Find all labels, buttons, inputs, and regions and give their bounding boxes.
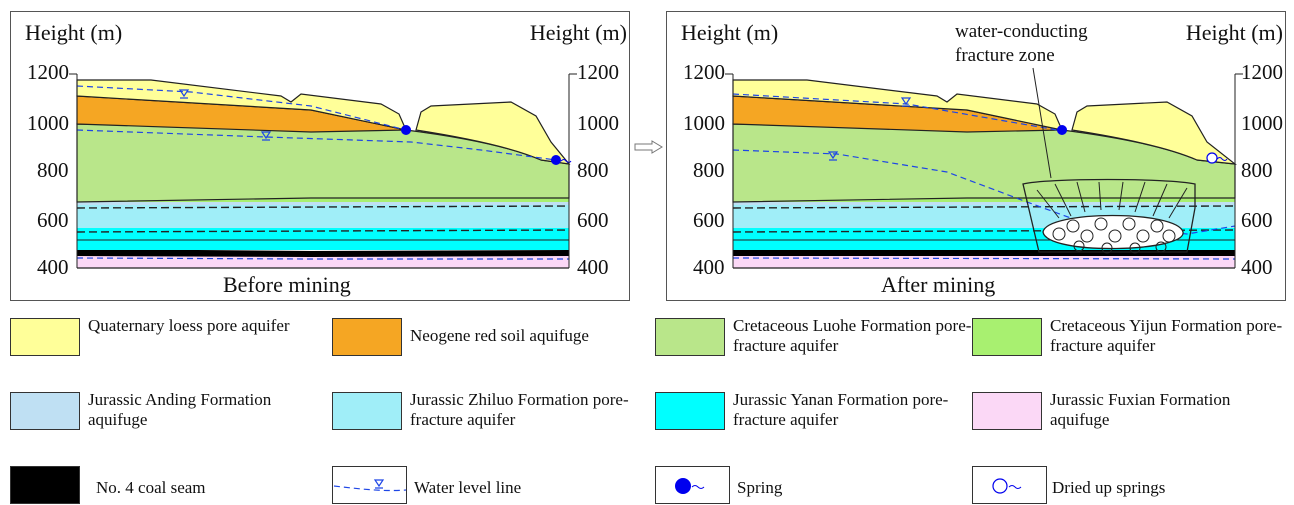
tick-label: 1000 [577,111,619,135]
legend-swatch-neogene [332,318,402,356]
tick-label: 400 [577,255,609,279]
legend-swatch-yanan [655,392,725,430]
legend-swatch-luohe [655,318,725,356]
fracture-zone-annotation-line2: fracture zone [955,45,1055,66]
legend-swatch-coal [10,466,80,504]
legend-label: Jurassic Yanan Formation pore-fracture a… [733,390,949,429]
legend-label: Jurassic Fuxian Formation aquifuge [1050,390,1231,429]
legend-swatch-fuxian [972,392,1042,430]
spring-icon [551,155,561,165]
tick-label: 400 [693,255,725,279]
tick-label: 600 [1241,208,1273,232]
transition-arrow-icon [634,140,663,154]
y-axis-left-title: Height (m) [681,20,779,45]
water-level-symbol [178,89,190,99]
tick-label: 800 [693,158,725,182]
legend-swatch-yijun [972,318,1042,356]
tick-label: 400 [1241,255,1273,279]
tick-label: 800 [37,158,69,182]
zhiluo-layer [77,205,569,228]
tick-label: 1000 [683,111,725,135]
water-level-icon [332,466,407,504]
legend-label: Cretaceous Luohe Formation pore-fracture… [733,316,972,355]
water-level-line-lower [76,129,557,161]
legend-swatch-anding [10,392,80,430]
tick-label: 600 [37,208,69,232]
legend-label: Jurassic Zhiluo Formation pore-fracture … [410,390,629,429]
after-mining-panel: Height (m) Height (m) water-conducting f… [666,11,1286,301]
tick-label: 1200 [1241,60,1283,84]
after-mining-cross-section [725,67,1243,269]
before-mining-cross-section [69,73,577,269]
water-level-symbol [260,131,272,141]
legend-label: Spring [737,478,783,497]
coal-seam-layer [77,249,569,257]
loess-layer [76,79,408,131]
panel-caption: Before mining [223,272,351,297]
y-axis-left-title: Height (m) [25,20,123,45]
legend-label: Dried up springs [1052,478,1166,497]
legend-label: No. 4 coal seam [96,478,206,497]
legend-label: Water level line [414,478,522,497]
tick-label: 1200 [577,60,619,84]
tick-label: 600 [577,208,609,232]
before-mining-panel: Height (m) Height (m) 1200 1000 800 600 … [10,11,630,301]
tick-label: 1200 [683,60,725,84]
tick-label: 800 [577,158,609,182]
water-level-line-upper [76,85,407,131]
legend-swatch-loess [10,318,80,356]
tick-label: 1000 [27,111,69,135]
spring-icon [401,125,411,135]
tick-label: 1200 [27,60,69,84]
panel-caption: After mining [881,272,996,297]
legend-swatch-zhiluo [332,392,402,430]
y-axis-right-title: Height (m) [529,20,627,45]
legend-label: Neogene red soil aquifuge [410,326,589,345]
legend-label: Jurassic Anding Formation aquifuge [88,390,272,429]
dried-spring-icon [972,466,1047,504]
y-axis-right-title: Height (m) [1185,20,1283,45]
tick-label: 800 [1241,158,1273,182]
legend-label: Quaternary loess pore aquifer [88,316,290,335]
fracture-zone-annotation-line1: water-conducting [955,21,1088,42]
dried-spring-icon [1206,152,1218,164]
tick-label: 1000 [1241,111,1283,135]
yanan-layer [77,228,569,250]
spring-icon [655,466,730,504]
legend-label: Cretaceous Yijun Formation pore-fracture… [1050,316,1283,355]
tick-label: 400 [37,255,69,279]
loess-layer-right [415,101,571,165]
tick-label: 600 [693,208,725,232]
fracture-zone-outline [1022,178,1196,253]
caved-zone [1042,214,1184,250]
